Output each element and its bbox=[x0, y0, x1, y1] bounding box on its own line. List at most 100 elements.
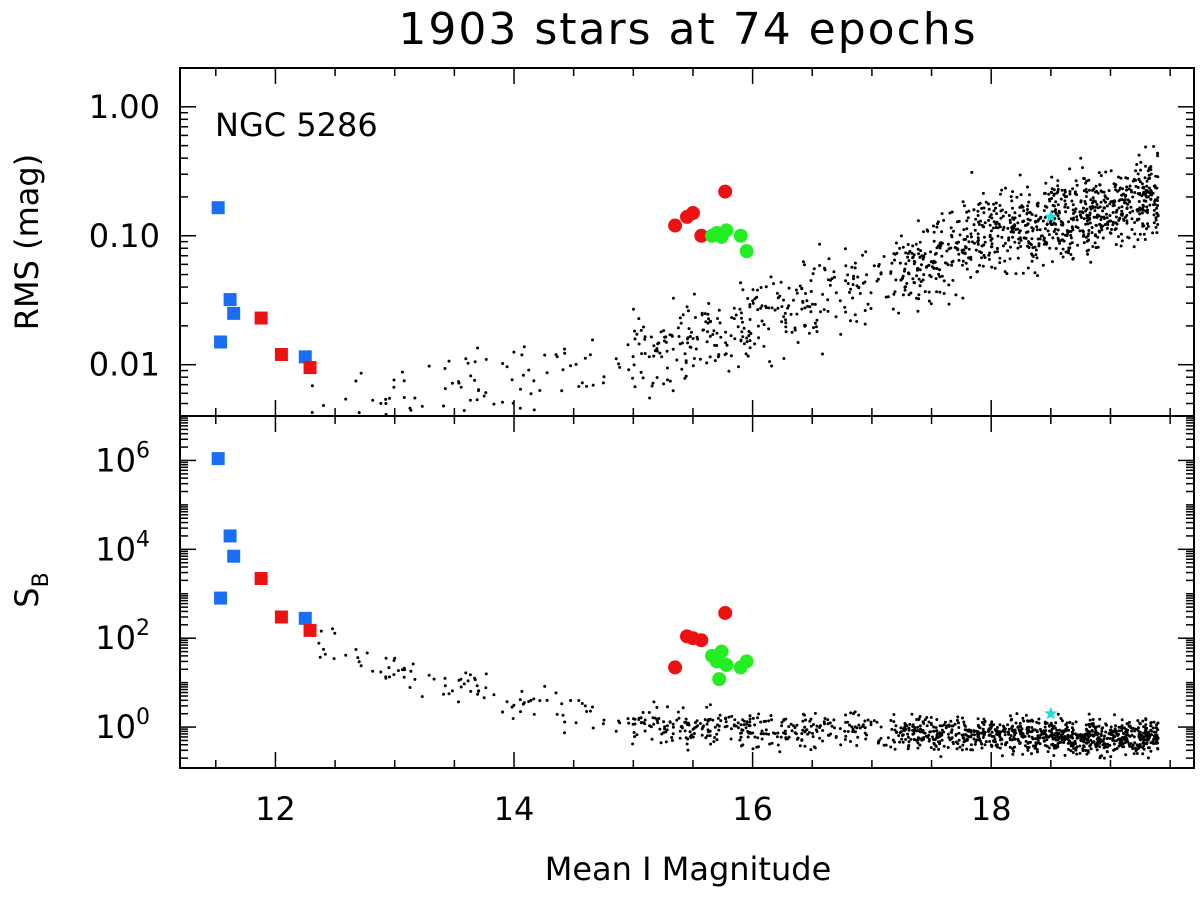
sb-star-point bbox=[1109, 725, 1113, 729]
sb-star-point bbox=[1067, 728, 1071, 732]
rms-star-point bbox=[1001, 228, 1005, 232]
sb-star-point bbox=[865, 733, 869, 737]
rms-star-point bbox=[1111, 223, 1115, 227]
sb-star-point bbox=[995, 743, 999, 747]
rms-star-point bbox=[1120, 205, 1124, 209]
sb-star-point bbox=[1064, 737, 1067, 741]
sb-star-point bbox=[1138, 721, 1142, 725]
sb-star-point bbox=[759, 720, 763, 724]
rms-star-point bbox=[1078, 210, 1082, 214]
sb-star-point bbox=[996, 726, 999, 729]
rms-star-point bbox=[804, 292, 807, 295]
sb-star-point bbox=[982, 732, 986, 735]
rms-star-point bbox=[1042, 236, 1046, 240]
rms-star-point bbox=[972, 223, 976, 227]
sb-star-point bbox=[591, 705, 594, 709]
rms-star-point bbox=[1111, 211, 1115, 214]
sb-star-point bbox=[787, 725, 791, 729]
rms-star-point bbox=[952, 229, 955, 233]
rms-star-point bbox=[1148, 203, 1152, 207]
rms-star-point bbox=[778, 294, 782, 298]
sb-star-point bbox=[732, 723, 736, 727]
sb-star-point bbox=[420, 695, 424, 699]
sb-star-point bbox=[768, 742, 772, 746]
rms-star-point bbox=[1056, 179, 1060, 183]
sb-star-point bbox=[702, 724, 705, 728]
rms-star-point bbox=[1014, 228, 1018, 232]
rms-star-point bbox=[1018, 205, 1022, 209]
rms-star-point bbox=[904, 251, 908, 255]
rms-star-point bbox=[759, 306, 763, 310]
rms-star-point bbox=[927, 299, 931, 303]
rms-star-point bbox=[814, 325, 818, 329]
sb-square-marker bbox=[223, 529, 237, 543]
rms-star-point bbox=[990, 242, 994, 246]
rms-star-point bbox=[1152, 221, 1156, 225]
rms-star-point bbox=[1091, 245, 1095, 248]
rms-star-point bbox=[1075, 215, 1079, 219]
rms-star-point bbox=[879, 271, 883, 275]
sb-star-point bbox=[1006, 723, 1010, 727]
rms-star-point bbox=[1063, 205, 1067, 209]
rms-star-point bbox=[388, 396, 391, 400]
sb-circle-marker bbox=[714, 644, 729, 659]
sb-star-point bbox=[532, 697, 536, 701]
rms-star-point bbox=[901, 245, 905, 249]
sb-star-point bbox=[655, 719, 659, 722]
rms-star-point bbox=[1129, 188, 1133, 192]
sb-star-point bbox=[1034, 737, 1037, 741]
sb-star-point bbox=[706, 734, 709, 738]
sb-star-point bbox=[952, 742, 955, 746]
rms-star-point bbox=[947, 302, 951, 306]
sb-star-point bbox=[745, 722, 749, 726]
rms-star-point bbox=[980, 256, 984, 260]
sb-star-point bbox=[1085, 738, 1089, 742]
rms-star-point bbox=[1050, 260, 1054, 264]
sb-star-point bbox=[601, 722, 605, 726]
rms-star-point bbox=[1096, 213, 1099, 217]
sb-star-point bbox=[1147, 735, 1151, 739]
rms-star-point bbox=[1145, 205, 1149, 209]
sb-star-point bbox=[1103, 734, 1106, 738]
rms-star-point bbox=[999, 192, 1002, 196]
rms-star-point bbox=[996, 226, 1000, 230]
sb-star-point bbox=[392, 673, 396, 677]
sb-star-point bbox=[984, 740, 988, 744]
sb-star-point bbox=[1129, 742, 1133, 746]
rms-star-point bbox=[1087, 229, 1091, 232]
rms-star-point bbox=[976, 209, 980, 213]
rms-star-point bbox=[1152, 208, 1156, 212]
rms-star-point bbox=[1036, 274, 1039, 278]
rms-star-point bbox=[633, 329, 637, 333]
rms-star-point bbox=[961, 259, 965, 263]
rms-star-point bbox=[512, 350, 516, 354]
sb-star-point bbox=[948, 738, 952, 742]
rms-star-point bbox=[702, 328, 705, 332]
rms-star-point bbox=[932, 239, 936, 243]
sb-star-point bbox=[1122, 745, 1126, 749]
rms-star-point bbox=[936, 220, 940, 224]
sb-star-point bbox=[1144, 734, 1148, 738]
rms-star-point bbox=[1149, 168, 1153, 172]
rms-star-point bbox=[359, 371, 363, 375]
sb-star-point bbox=[907, 728, 911, 732]
rms-star-point bbox=[1035, 203, 1039, 207]
rms-star-point bbox=[1154, 218, 1158, 222]
rms-star-point bbox=[866, 302, 870, 306]
rms-star-point bbox=[1144, 193, 1148, 197]
sb-star-point bbox=[745, 720, 749, 724]
rms-star-point bbox=[1099, 200, 1103, 204]
rms-star-point bbox=[1072, 212, 1075, 215]
rms-star-point bbox=[1074, 207, 1078, 211]
rms-star-point bbox=[1135, 163, 1139, 166]
rms-star-point bbox=[916, 247, 920, 251]
rms-star-point bbox=[618, 365, 622, 369]
rms-star-point bbox=[627, 368, 631, 372]
rms-star-point bbox=[466, 361, 470, 365]
rms-star-point bbox=[1129, 205, 1133, 209]
sb-star-point bbox=[747, 724, 751, 727]
sb-star-point bbox=[969, 729, 973, 732]
rms-star-point bbox=[1144, 199, 1148, 203]
sb-star-point bbox=[1108, 728, 1112, 732]
